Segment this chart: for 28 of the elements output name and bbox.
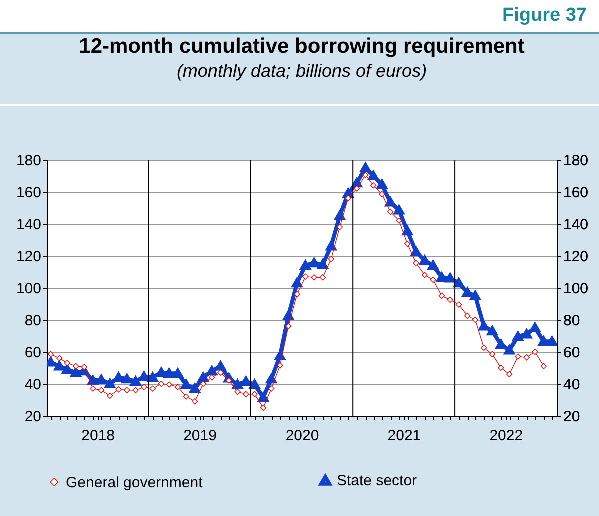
chart-title: 12-month cumulative borrowing requirement	[79, 35, 525, 58]
x-tick-label: 2018	[82, 428, 116, 444]
y2-tick-label: 180	[564, 152, 589, 170]
y2-tick-label: 60	[564, 344, 580, 362]
legend-label: General government	[66, 474, 204, 492]
x-tick-label: 2019	[184, 428, 217, 444]
chart-subtitle: (monthly data; billions of euros)	[176, 61, 428, 81]
y2-tick-label: 140	[564, 216, 589, 234]
y-tick-label: 180	[16, 152, 42, 170]
x-tick-label: 2020	[286, 428, 320, 444]
y-tick-label: 160	[16, 184, 42, 202]
y2-tick-label: 40	[564, 376, 580, 394]
x-tick-label: 2021	[388, 428, 422, 444]
y2-tick-label: 100	[564, 280, 589, 298]
y-tick-label: 100	[16, 280, 42, 298]
y-tick-label: 40	[24, 376, 42, 394]
y-tick-label: 20	[24, 408, 42, 426]
y-tick-label: 80	[24, 312, 42, 330]
legend-label: State sector	[337, 472, 418, 490]
caption: Figure 37	[502, 5, 587, 27]
y2-tick-label: 120	[564, 248, 589, 266]
y-tick-label: 120	[16, 248, 42, 266]
y2-tick-label: 80	[564, 312, 580, 330]
y2-tick-label: 160	[564, 184, 589, 202]
y-tick-label: 140	[16, 216, 42, 234]
y-tick-label: 60	[24, 344, 42, 362]
x-tick-label: 2022	[490, 428, 524, 444]
y2-tick-label: 20	[564, 408, 580, 426]
